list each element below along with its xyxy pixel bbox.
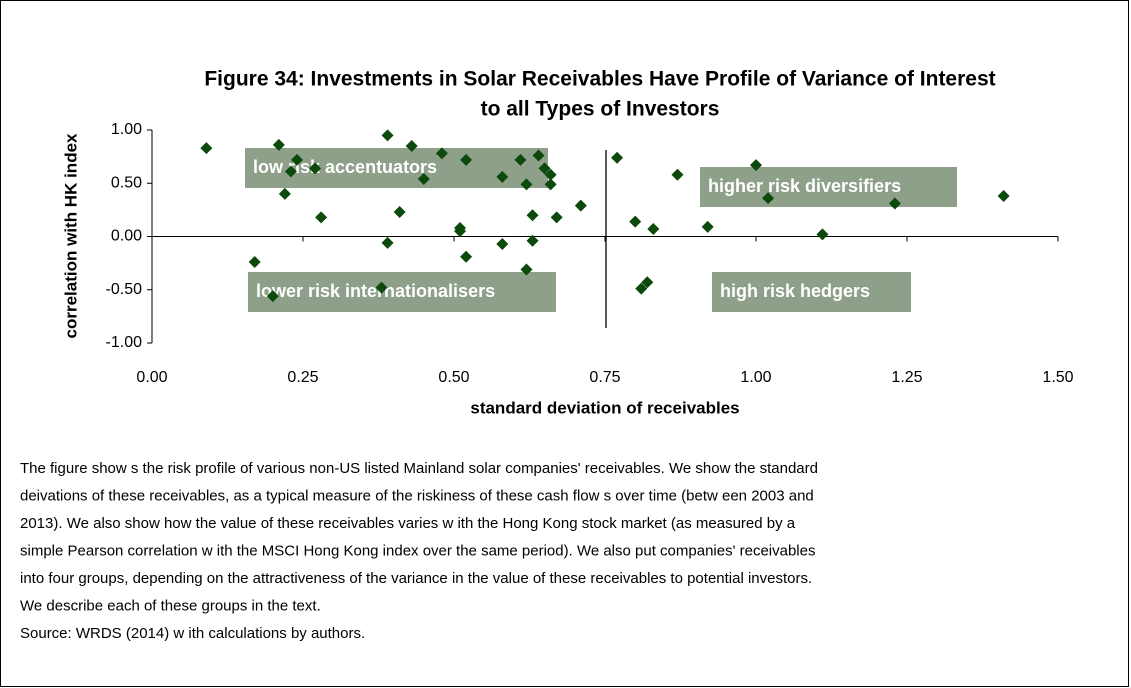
point — [997, 190, 1010, 203]
caption-line: The figure show s the risk profile of va… — [20, 460, 818, 477]
point — [454, 221, 467, 234]
caption-line: We describe each of these groups in the … — [20, 597, 321, 614]
annotation: lower risk internationalisers — [256, 281, 495, 301]
point — [635, 282, 648, 295]
annotation-box — [245, 148, 548, 188]
caption-line: 2013). We also show how the value of the… — [20, 515, 796, 532]
point — [641, 276, 654, 289]
point — [381, 236, 394, 249]
x-tick-label: 1.50 — [1042, 369, 1073, 386]
point — [647, 223, 660, 236]
y-tick-label: -1.00 — [106, 334, 143, 351]
point — [393, 206, 406, 219]
x-tick-label: 0.25 — [287, 369, 318, 386]
caption-line: into four groups, depending on the attra… — [20, 570, 812, 587]
point — [629, 215, 642, 228]
point — [405, 139, 418, 152]
y-tick-label: 0.00 — [111, 228, 142, 245]
annotation: higher risk diversifiers — [708, 176, 901, 196]
x-tick-label: 0.75 — [589, 369, 620, 386]
point — [532, 149, 545, 162]
y-tick-label: 0.50 — [111, 174, 142, 191]
point — [538, 162, 551, 175]
point — [671, 168, 684, 181]
point — [496, 237, 509, 250]
caption-line: simple Pearson correlation w ith the MSC… — [20, 542, 815, 559]
point — [315, 211, 328, 224]
caption-line: deivations of these receivables, as a ty… — [20, 487, 814, 504]
annotation: low risk accentuators — [253, 157, 437, 177]
point — [460, 250, 473, 263]
point — [888, 197, 901, 210]
x-tick-label: 1.00 — [740, 369, 771, 386]
annotation-box — [248, 272, 556, 312]
caption-line: Source: WRDS (2014) w ith calculations b… — [20, 625, 365, 642]
point — [526, 234, 539, 247]
point — [816, 228, 829, 241]
point — [200, 142, 213, 155]
point — [611, 151, 624, 164]
x-tick-label: 1.25 — [891, 369, 922, 386]
point — [284, 165, 297, 178]
point — [520, 178, 533, 191]
point — [750, 159, 762, 172]
point — [278, 187, 291, 200]
point — [381, 129, 394, 142]
x-axis-label: standard deviation of receivables — [470, 398, 739, 417]
point — [266, 290, 279, 303]
point — [550, 211, 563, 224]
point — [435, 147, 448, 160]
point — [309, 162, 322, 175]
point — [417, 172, 430, 185]
point — [526, 209, 539, 222]
point — [460, 153, 473, 166]
point — [272, 138, 285, 151]
point — [762, 192, 775, 205]
y-tick-label: -0.50 — [106, 281, 143, 298]
x-tick-label: 0.00 — [136, 369, 167, 386]
chart-title: Figure 34: Investments in Solar Receivab… — [204, 68, 995, 91]
point — [496, 170, 509, 183]
chart-title: to all Types of Investors — [481, 98, 720, 121]
point — [544, 178, 557, 191]
point — [290, 153, 303, 166]
y-axis-label: correlation with HK index — [61, 133, 80, 339]
point — [375, 281, 388, 294]
y-tick-label: 1.00 — [111, 121, 142, 138]
annotation-box — [712, 272, 911, 312]
point — [701, 220, 714, 233]
point — [514, 153, 527, 166]
point — [544, 168, 557, 181]
annotation-box — [700, 167, 957, 207]
point — [574, 199, 587, 212]
x-tick-label: 0.50 — [438, 369, 469, 386]
annotation: high risk hedgers — [720, 281, 870, 301]
point — [248, 256, 261, 269]
point — [520, 263, 533, 276]
